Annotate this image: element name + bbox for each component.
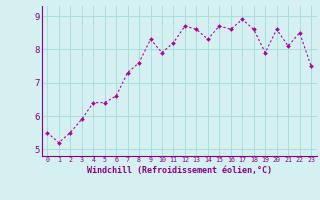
X-axis label: Windchill (Refroidissement éolien,°C): Windchill (Refroidissement éolien,°C)	[87, 166, 272, 175]
